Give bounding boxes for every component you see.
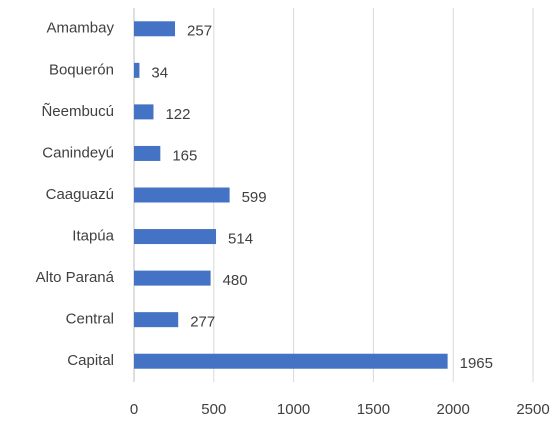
- y-tick-label: Central: [66, 311, 114, 328]
- x-tick-label: 2500: [516, 401, 549, 418]
- data-label: 599: [242, 189, 267, 206]
- y-tick-label: Amambay: [46, 20, 114, 37]
- bar: [134, 270, 211, 286]
- bar: [134, 312, 179, 328]
- bar: [134, 21, 176, 37]
- bar: [134, 145, 161, 161]
- x-tick-label: 1000: [277, 401, 310, 418]
- y-tick-label: Canindeyú: [42, 144, 114, 161]
- y-tick-label: Ñeembucú: [41, 103, 114, 120]
- y-tick-label: Itapúa: [72, 228, 114, 245]
- y-tick-label: Caaguazú: [46, 186, 114, 203]
- data-label: 514: [228, 231, 253, 248]
- bar: [134, 353, 448, 369]
- data-label: 122: [165, 106, 190, 123]
- data-label: 34: [151, 64, 168, 81]
- bar: [134, 104, 154, 120]
- data-label: 165: [172, 147, 197, 164]
- data-label: 277: [190, 314, 215, 331]
- y-tick-label: Capital: [67, 352, 114, 369]
- data-label: 1965: [460, 355, 493, 372]
- y-tick-label: Alto Paraná: [36, 269, 115, 286]
- bar: [134, 187, 230, 203]
- x-tick-label: 1500: [357, 401, 390, 418]
- bar: [134, 62, 140, 78]
- bar: [134, 229, 217, 245]
- x-tick-label: 500: [201, 401, 226, 418]
- x-tick-label: 0: [130, 401, 138, 418]
- x-tick-label: 2000: [437, 401, 470, 418]
- data-label: 257: [187, 23, 212, 40]
- data-label: 480: [223, 272, 248, 289]
- y-tick-label: Boquerón: [49, 61, 114, 78]
